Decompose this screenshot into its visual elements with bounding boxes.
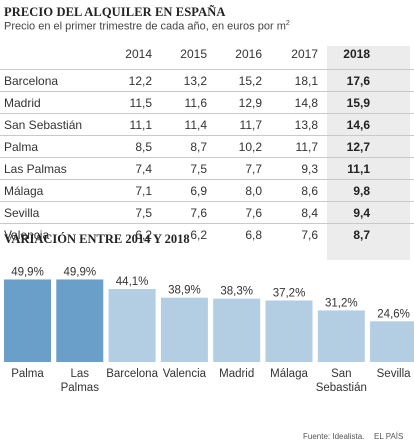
row-value: 7,7 [245, 162, 262, 176]
row-city: Madrid [4, 96, 41, 110]
value-label: 31,2% [325, 297, 358, 309]
table-row: Barcelona 12,2 13,2 15,2 18,1 17,6 [0, 69, 414, 92]
row-value: 8,0 [245, 184, 262, 198]
row-value: 17,6 [346, 74, 370, 88]
row-value: 6,2 [190, 228, 207, 242]
row-value: 13,2 [183, 74, 207, 88]
category-label: Madrid [219, 368, 254, 380]
row-value: 11,1 [129, 118, 152, 132]
bar [213, 298, 261, 362]
row-value: 11,6 [184, 96, 207, 110]
table-row: Valencia 6,2 6,2 6,8 7,6 8,7 [0, 223, 414, 246]
row-value: 9,8 [353, 184, 370, 198]
row-value: 7,5 [135, 206, 152, 220]
table-row: Málaga 7,1 6,9 8,0 8,6 9,8 [0, 179, 414, 202]
row-value: 15,2 [238, 74, 262, 88]
row-value: 6,2 [135, 228, 152, 242]
value-label: 38,3% [220, 286, 253, 298]
row-value: 11,7 [239, 118, 262, 132]
row-value: 14,6 [346, 118, 370, 132]
value-label: 24,6% [377, 308, 410, 320]
row-value: 8,7 [190, 140, 207, 154]
row-value: 15,9 [346, 96, 370, 110]
row-value: 11,5 [129, 96, 152, 110]
row-city: Las Palmas [4, 162, 67, 176]
category-label: Barcelona [106, 368, 158, 380]
col-header: 2017 [291, 47, 318, 61]
row-value: 9,3 [301, 162, 318, 176]
row-value: 6,8 [245, 228, 262, 242]
row-value: 7,6 [301, 228, 318, 242]
col-header: 2014 [125, 47, 152, 61]
value-label: 49,9% [63, 266, 96, 278]
table-title: PRECIO DEL ALQUILER EN ESPAÑA [4, 5, 226, 19]
row-value: 13,8 [294, 118, 318, 132]
value-label: 49,9% [11, 266, 44, 278]
col-header: 2018 [343, 47, 370, 61]
row-city: Valencia [4, 228, 50, 242]
row-value: 11,4 [184, 118, 207, 132]
row-value: 7,5 [190, 162, 207, 176]
variation-bar-chart: 49,9% Palma 49,9% Las Palmas 44,1% Barcelona 38… [4, 266, 414, 394]
row-city: Málaga [4, 184, 44, 198]
row-city: San Sebastián [4, 118, 83, 132]
category-label: Las [71, 368, 90, 380]
row-value: 12,7 [346, 140, 370, 154]
value-label: 37,2% [273, 287, 306, 299]
row-value: 18,1 [294, 74, 318, 88]
bar [108, 289, 156, 362]
bar [56, 279, 104, 362]
value-label: 44,1% [116, 276, 149, 288]
row-value: 14,8 [294, 96, 318, 110]
source-note: Fuente: Idealista. [303, 432, 365, 441]
chart-title: VARIACIÓN ENTRE 2014 Y 2018 [4, 232, 190, 246]
row-value: 7,6 [245, 206, 262, 220]
category-label: Valencia [163, 368, 207, 380]
bar [4, 279, 51, 362]
category-label: Palmas [61, 382, 100, 394]
value-label: 38,9% [168, 285, 201, 297]
table-row: San Sebastián 11,1 11,4 11,7 13,8 14,6 [0, 113, 414, 136]
bar [317, 310, 365, 362]
category-label: San [331, 368, 351, 380]
row-value: 8,4 [301, 206, 318, 220]
row-value: 8,6 [301, 184, 318, 198]
bar [265, 300, 313, 362]
row-value: 7,6 [190, 206, 207, 220]
row-value: 12,2 [128, 74, 152, 88]
table-row: Las Palmas 7,4 7,5 7,7 9,3 11,1 [0, 157, 414, 180]
col-header: 2016 [235, 47, 262, 61]
table-header: 2014 2015 2016 2017 2018 [0, 40, 414, 62]
category-label: Málaga [270, 368, 308, 380]
row-value: 7,4 [135, 162, 152, 176]
bar [370, 321, 414, 362]
row-value: 10,2 [238, 140, 262, 154]
category-label: Sebastián [316, 382, 367, 394]
row-value: 11,1 [347, 162, 370, 176]
highlight-column-2018 [327, 46, 410, 260]
category-label: Palma [11, 368, 44, 380]
row-city: Palma [4, 140, 39, 154]
row-value: 11,7 [295, 140, 318, 154]
row-value: 8,7 [353, 228, 370, 242]
row-value: 8,5 [135, 140, 152, 154]
col-header: 2015 [180, 47, 207, 61]
bar [160, 297, 208, 362]
table-row: Palma 8,5 8,7 10,2 11,7 12,7 [0, 135, 414, 158]
category-label: Sevilla [377, 368, 411, 380]
row-value: 9,4 [353, 206, 370, 220]
brand-logo: EL PAÍS [374, 432, 404, 441]
row-city: Barcelona [4, 74, 59, 88]
row-value: 7,1 [135, 184, 152, 198]
row-city: Sevilla [4, 206, 40, 220]
table-subtitle: Precio en el primer trimestre de cada añ… [4, 20, 290, 33]
row-value: 12,9 [238, 96, 262, 110]
table-row: Madrid 11,5 11,6 12,9 14,8 15,9 [0, 91, 414, 114]
row-value: 6,9 [190, 184, 207, 198]
table-row: Sevilla 7,5 7,6 7,6 8,4 9,4 [0, 201, 414, 224]
